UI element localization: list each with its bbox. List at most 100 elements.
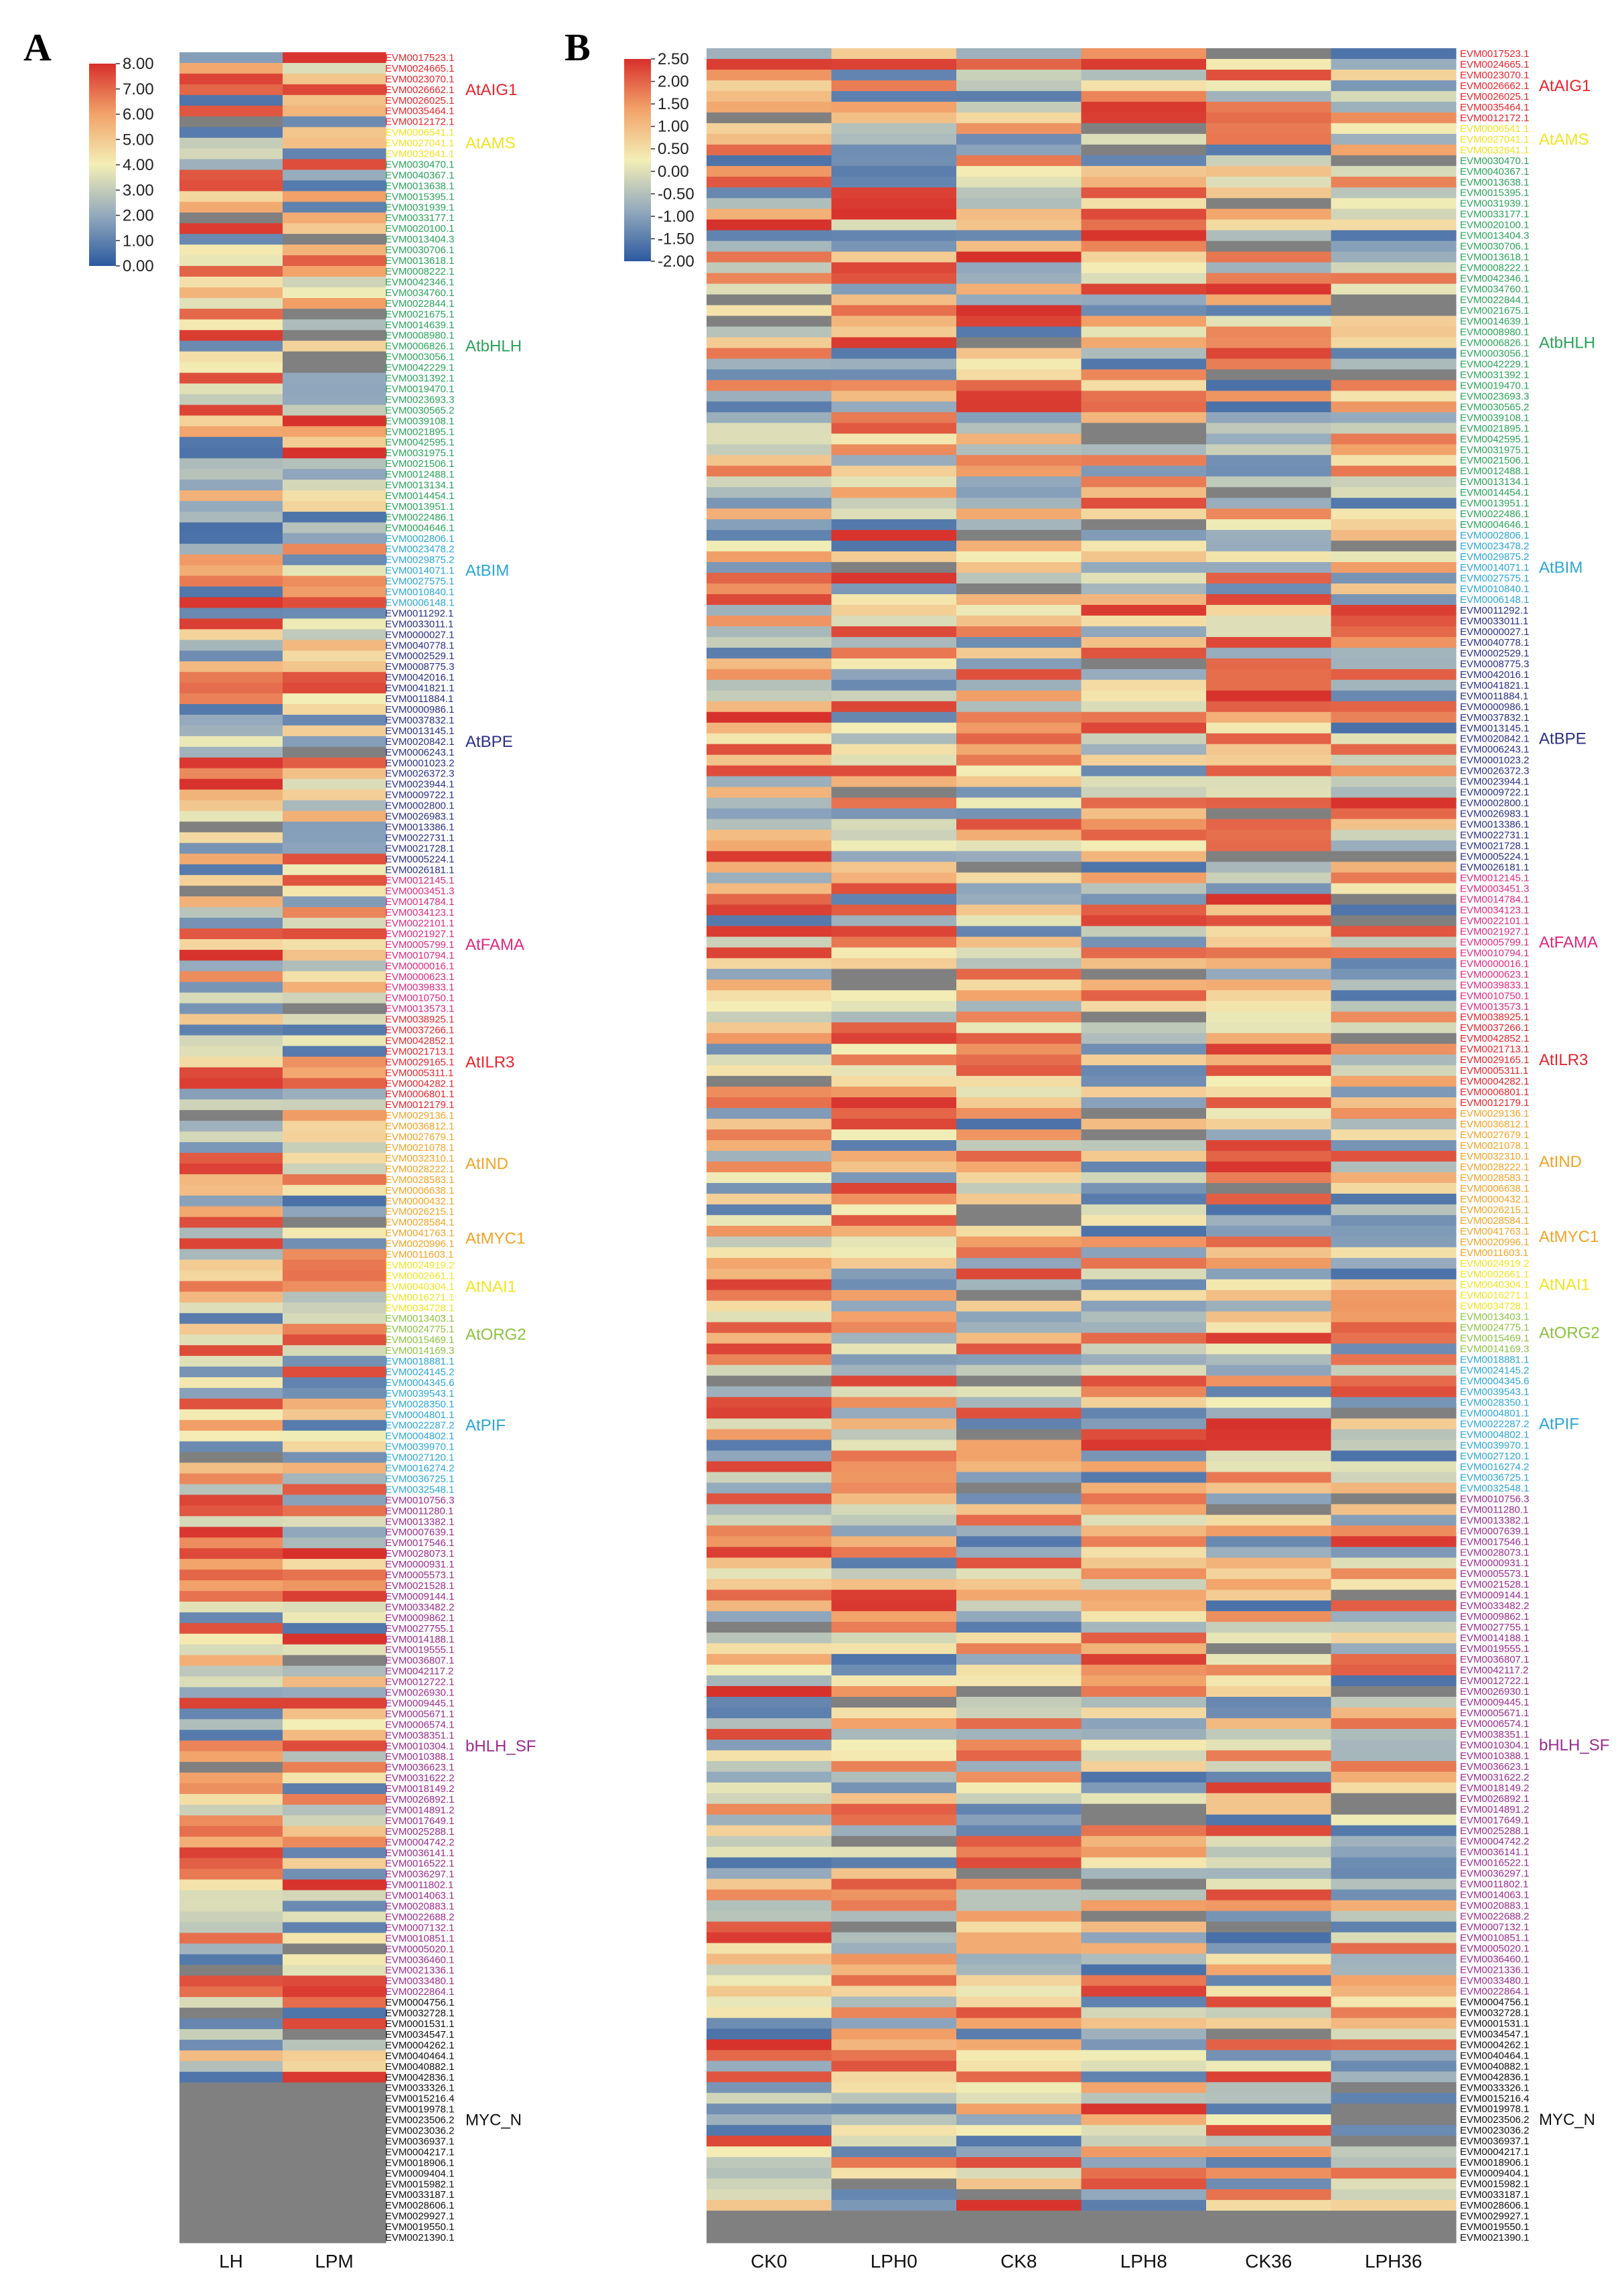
row-label: EVM0000986.1 <box>385 704 454 715</box>
heatmap-cell <box>831 840 957 852</box>
heatmap-cell <box>1081 765 1207 777</box>
heatmap-cell <box>831 819 957 831</box>
heatmap-cell <box>956 251 1082 263</box>
heatmap-cell <box>956 316 1082 328</box>
heatmap-cell <box>1206 573 1332 584</box>
heatmap-cell <box>179 2211 283 2222</box>
row-label: EVM0014063.1 <box>1460 1890 1529 1901</box>
heatmap-cell <box>707 2018 832 2029</box>
heatmap-cell <box>1081 1793 1207 1805</box>
heatmap-cell <box>831 1975 957 1987</box>
heatmap-cell <box>179 2136 283 2148</box>
heatmap-cell <box>1331 444 1457 456</box>
heatmap-cell <box>831 1611 957 1622</box>
heatmap-cell <box>1331 1771 1457 1783</box>
heatmap-cell <box>956 1568 1082 1580</box>
heatmap-cell <box>1331 519 1457 531</box>
heatmap-cell <box>179 1697 283 1710</box>
row-label: EVM0036812.1 <box>1460 1119 1529 1130</box>
heatmap-cell <box>283 2178 386 2190</box>
heatmap-cell <box>283 768 386 780</box>
heatmap-cell <box>283 1430 386 1442</box>
heatmap-cell <box>1331 1932 1457 1944</box>
heatmap-cell <box>1081 1515 1207 1526</box>
heatmap-cell <box>831 208 957 220</box>
heatmap-cell <box>1081 1750 1207 1762</box>
heatmap-cell <box>707 1675 832 1687</box>
row-label: EVM0026181.1 <box>1460 862 1529 874</box>
heatmap-cell <box>956 1633 1082 1644</box>
row-label: EVM0006541.1 <box>1460 123 1529 135</box>
heatmap-cell <box>956 594 1082 606</box>
row-label: EVM0014639.1 <box>385 320 454 331</box>
heatmap-cell <box>956 380 1082 391</box>
heatmap-cell <box>179 62 283 74</box>
heatmap-cell <box>1081 337 1207 349</box>
heatmap-cell <box>283 1836 386 1848</box>
heatmap-cell <box>1206 1268 1332 1280</box>
heatmap-cell <box>707 2114 832 2126</box>
heatmap-cell <box>956 1129 1082 1141</box>
heatmap-cell <box>956 2146 1082 2158</box>
row-label: EVM0014169.3 <box>385 1345 454 1357</box>
heatmap-cell <box>707 1868 832 1880</box>
heatmap-cell <box>707 1782 832 1794</box>
row-label: EVM0036460.1 <box>385 1954 454 1965</box>
heatmap-cell <box>283 1014 386 1026</box>
heatmap-cell <box>179 800 283 812</box>
heatmap-cell <box>956 1814 1082 1826</box>
heatmap-cell <box>179 2232 283 2243</box>
row-label: EVM0028584.1 <box>385 1217 454 1229</box>
heatmap-cell <box>179 640 283 651</box>
heatmap-cell <box>707 1814 832 1826</box>
heatmap-cell <box>1206 1525 1332 1537</box>
heatmap-cell <box>283 1773 386 1784</box>
row-label: EVM0014454.1 <box>1460 487 1529 498</box>
heatmap-cell <box>1331 2114 1457 2126</box>
heatmap-cell <box>1081 230 1207 242</box>
heatmap-cell <box>956 2103 1082 2115</box>
heatmap-cell <box>1081 701 1207 713</box>
heatmap-cell <box>283 330 386 342</box>
heatmap-cell <box>707 2082 832 2093</box>
heatmap-cell <box>1331 433 1457 445</box>
heatmap-cell <box>1331 230 1457 242</box>
heatmap-cell <box>1081 2082 1207 2093</box>
row-label: EVM0007639.1 <box>1460 1525 1529 1537</box>
heatmap-cell <box>707 455 832 466</box>
heatmap-cell <box>1206 754 1332 766</box>
row-label: EVM0033187.1 <box>1460 2189 1529 2201</box>
heatmap-cell <box>831 155 957 167</box>
heatmap-cell <box>1081 1857 1207 1869</box>
heatmap-cell <box>1206 1108 1332 1119</box>
heatmap-cell <box>283 1890 386 1902</box>
heatmap-cell <box>283 1324 386 1335</box>
heatmap-cell <box>956 551 1082 563</box>
heatmap-cell <box>956 155 1082 167</box>
heatmap-cell <box>283 1590 386 1602</box>
heatmap-cell <box>707 926 832 937</box>
heatmap-cell <box>179 1719 283 1730</box>
heatmap-cell <box>956 679 1082 691</box>
row-label: EVM0002806.1 <box>1460 530 1529 541</box>
heatmap-cell <box>707 358 832 370</box>
heatmap-cell <box>179 330 283 342</box>
heatmap-cell <box>179 1997 283 2008</box>
heatmap-cell <box>179 1067 283 1079</box>
heatmap-cell <box>1331 90 1457 102</box>
heatmap-cell <box>1206 904 1332 916</box>
heatmap-cell <box>1081 455 1207 466</box>
heatmap-cell <box>707 1440 832 1452</box>
heatmap-cell <box>1081 1696 1207 1708</box>
heatmap-cell <box>707 1429 832 1441</box>
heatmap-cell <box>179 2200 283 2211</box>
row-label: EVM0019470.1 <box>385 383 454 395</box>
heatmap-cell <box>956 765 1082 777</box>
heatmap-cell <box>1081 615 1207 627</box>
heatmap-cell <box>707 1204 832 1216</box>
row-label: EVM0039543.1 <box>1460 1387 1529 1398</box>
heatmap-cell <box>831 1108 957 1119</box>
row-label: EVM0022844.1 <box>385 298 454 309</box>
heatmap-cell <box>956 937 1082 948</box>
heatmap-cell <box>1206 926 1332 937</box>
